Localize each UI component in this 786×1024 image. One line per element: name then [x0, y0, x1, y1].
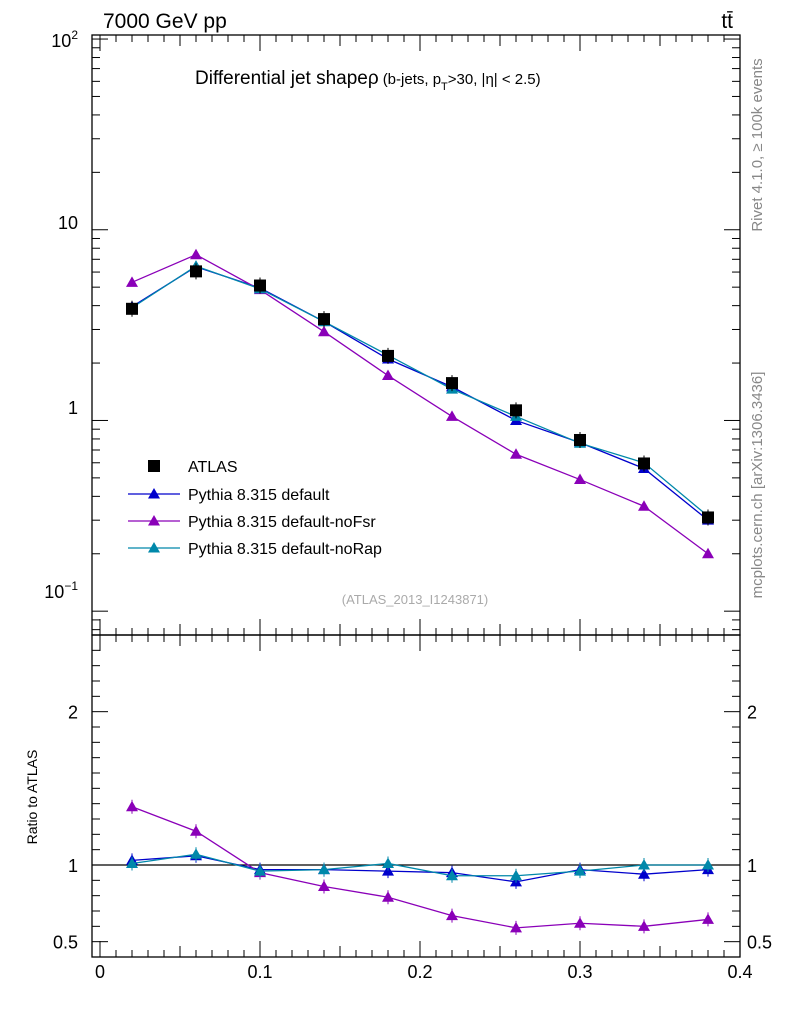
- process-label: tt̄: [721, 10, 733, 33]
- data-point: [638, 457, 650, 470]
- legend-item: Pythia 8.315 default: [128, 487, 330, 504]
- y-tick-label-100: 102: [51, 28, 78, 51]
- ratio-data-point: [702, 859, 714, 870]
- data-point: [254, 279, 266, 292]
- mcplots-label: mcplots.cern.ch [arXiv:1306.3436]: [749, 372, 766, 599]
- ratio-data-point: [638, 868, 650, 879]
- ratio-pythia-8-315-default: [126, 848, 714, 889]
- ratio-data-point: [574, 865, 586, 876]
- rivet-version-label: Rivet 4.1.0, ≥ 100k events: [749, 58, 766, 231]
- data-point: [510, 448, 522, 459]
- ratio-y-tick-labels: 0.5 0.5 1 1 2 2: [53, 703, 772, 953]
- x-tick-label: 0.4: [727, 962, 752, 982]
- ratio-y-axis-label: Ratio to ATLAS: [24, 750, 40, 845]
- data-point: [574, 433, 586, 446]
- ratio-data-point: [190, 825, 202, 836]
- ratio-data-point: [638, 920, 650, 931]
- ratio-pythia-8-315-default-nofsr: [126, 799, 714, 935]
- y-tick-label-1: 1: [68, 398, 78, 418]
- ratio-data-point: [446, 909, 458, 921]
- data-point: [382, 369, 394, 381]
- ratio-data-point: [638, 859, 650, 870]
- ratio-y-tick-label: 1: [68, 856, 78, 876]
- legend-marker: [148, 488, 160, 499]
- series-line: [131, 265, 709, 517]
- data-point: [510, 404, 522, 417]
- x-tick-label: 0.1: [247, 962, 272, 982]
- ratio-data-point: [510, 921, 522, 933]
- ratio-y-tick-label: 0.5: [53, 933, 78, 953]
- ratio-data-point: [126, 857, 138, 868]
- ratio-data-point: [254, 865, 266, 876]
- y-tick-label-0.1: 10−1: [44, 579, 78, 602]
- axis-ticks: [92, 35, 741, 957]
- x-tick-label: 0.2: [407, 962, 432, 982]
- ratio-series: [126, 799, 714, 935]
- ratio-data-point: [446, 869, 458, 881]
- ratio-plot-frame: [91, 634, 741, 958]
- ratio-y-tick-label-right: 2: [747, 703, 757, 723]
- y-tick-label-10: 10: [58, 213, 78, 233]
- data-point: [446, 377, 458, 390]
- legend-item: ATLAS: [148, 459, 238, 476]
- x-tick-labels: 0 0.1 0.2 0.3 0.4: [95, 962, 753, 982]
- legend-item: Pythia 8.315 default-noFsr: [128, 514, 376, 531]
- legend-item: Pythia 8.315 default-noRap: [128, 541, 382, 558]
- analysis-id-label: (ATLAS_2013_I1243871): [342, 592, 488, 607]
- ratio-y-tick-label-right: 0.5: [747, 933, 772, 953]
- series-pythia-8-315-default-nofsr: [126, 248, 714, 559]
- x-tick-label: 0: [95, 962, 105, 982]
- data-point: [126, 302, 138, 315]
- series-line: [131, 253, 709, 555]
- ratio-y-tick-label: 2: [68, 703, 78, 723]
- ratio-y-tick-label-right: 1: [747, 856, 757, 876]
- legend-label: Pythia 8.315 default-noFsr: [188, 514, 376, 531]
- legend-marker: [148, 515, 160, 526]
- series-atlas-markers: [126, 263, 714, 526]
- ratio-data-point: [382, 891, 394, 902]
- legend: ATLAS Pythia 8.315 default Pythia 8.315 de…: [128, 459, 382, 558]
- data-point: [318, 313, 330, 326]
- ratio-data-point: [702, 913, 714, 924]
- data-point: [318, 325, 330, 337]
- series-pythia-8-315-default: [126, 260, 714, 525]
- ratio-line: [131, 806, 709, 929]
- ratio-data-point: [510, 869, 522, 881]
- ratio-pythia-8-315-default-norap: [126, 847, 714, 883]
- series-line: [131, 266, 709, 521]
- legend-label: Pythia 8.315 default: [188, 487, 330, 504]
- ratio-data-point: [382, 857, 394, 868]
- data-point: [446, 410, 458, 421]
- data-point: [190, 248, 202, 260]
- data-point: [702, 511, 714, 524]
- data-point: [574, 473, 586, 485]
- data-point: [638, 500, 650, 511]
- x-tick-label: 0.3: [567, 962, 592, 982]
- data-point: [702, 547, 714, 559]
- data-point: [190, 265, 202, 278]
- ratio-data-point: [574, 917, 586, 928]
- chart-title: Differential jet shapeρ (b-jets, pT>30, |…: [195, 68, 541, 93]
- ratio-line: [131, 853, 708, 877]
- data-point: [126, 276, 138, 287]
- ratio-data-point: [318, 880, 330, 891]
- ratio-data-point: [318, 863, 330, 875]
- legend-marker: [148, 460, 160, 472]
- ratio-data-point: [190, 848, 202, 859]
- ratio-data-point: [126, 800, 138, 812]
- main-series: [126, 248, 714, 559]
- data-point: [382, 349, 394, 362]
- legend-label: Pythia 8.315 default-noRap: [188, 541, 382, 558]
- legend-marker: [148, 542, 160, 553]
- energy-label: 7000 GeV pp: [103, 10, 227, 33]
- legend-label: ATLAS: [188, 459, 238, 476]
- series-pythia-8-315-default-norap: [126, 260, 714, 521]
